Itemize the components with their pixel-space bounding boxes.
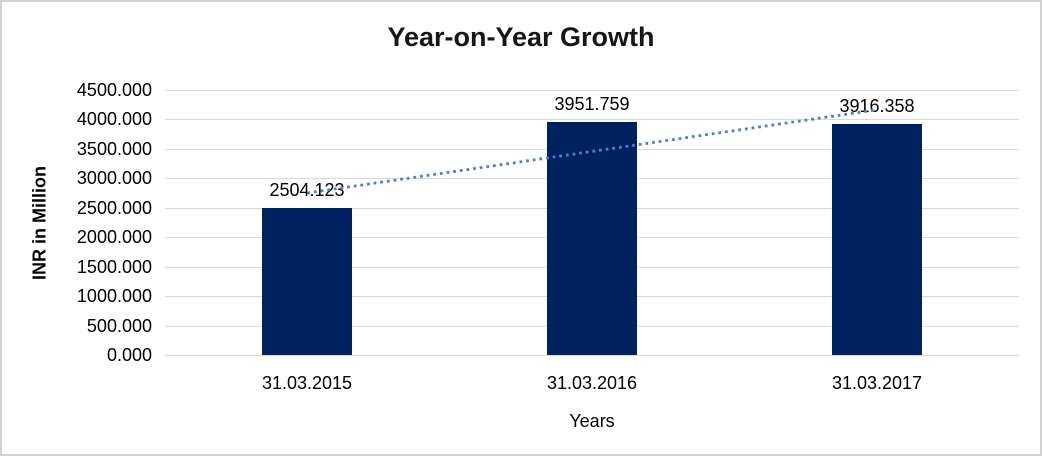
gridline (165, 90, 1019, 91)
gridline (165, 355, 1019, 356)
gridline (165, 119, 1019, 120)
y-tick-label: 4000.000 (76, 109, 152, 129)
y-tick-label: 4500.000 (76, 80, 152, 100)
x-tick-label: 31.03.2016 (546, 373, 638, 393)
y-tick-label: 2500.000 (76, 198, 152, 218)
x-tick-label: 31.03.2015 (261, 373, 353, 393)
bar-31.03.2016 (547, 122, 637, 355)
y-tick-label: 0.000 (106, 345, 152, 365)
data-label: 3951.759 (554, 94, 630, 114)
data-label: 3916.358 (839, 96, 915, 116)
y-tick-label: 3000.000 (76, 168, 152, 188)
y-tick-label: 500.000 (86, 316, 152, 336)
x-tick-label: 31.03.2017 (831, 373, 923, 393)
y-tick-label: 1000.000 (76, 286, 152, 306)
chart-title: Year-on-Year Growth (387, 22, 655, 52)
bar-31.03.2017 (832, 124, 922, 355)
x-axis-title: Years (569, 411, 615, 431)
y-tick-label: 1500.000 (76, 257, 152, 277)
bar-31.03.2015 (262, 208, 352, 355)
data-label: 2504.123 (269, 180, 345, 200)
y-tick-label: 3500.000 (76, 139, 152, 159)
y-tick-label: 2000.000 (76, 227, 152, 247)
